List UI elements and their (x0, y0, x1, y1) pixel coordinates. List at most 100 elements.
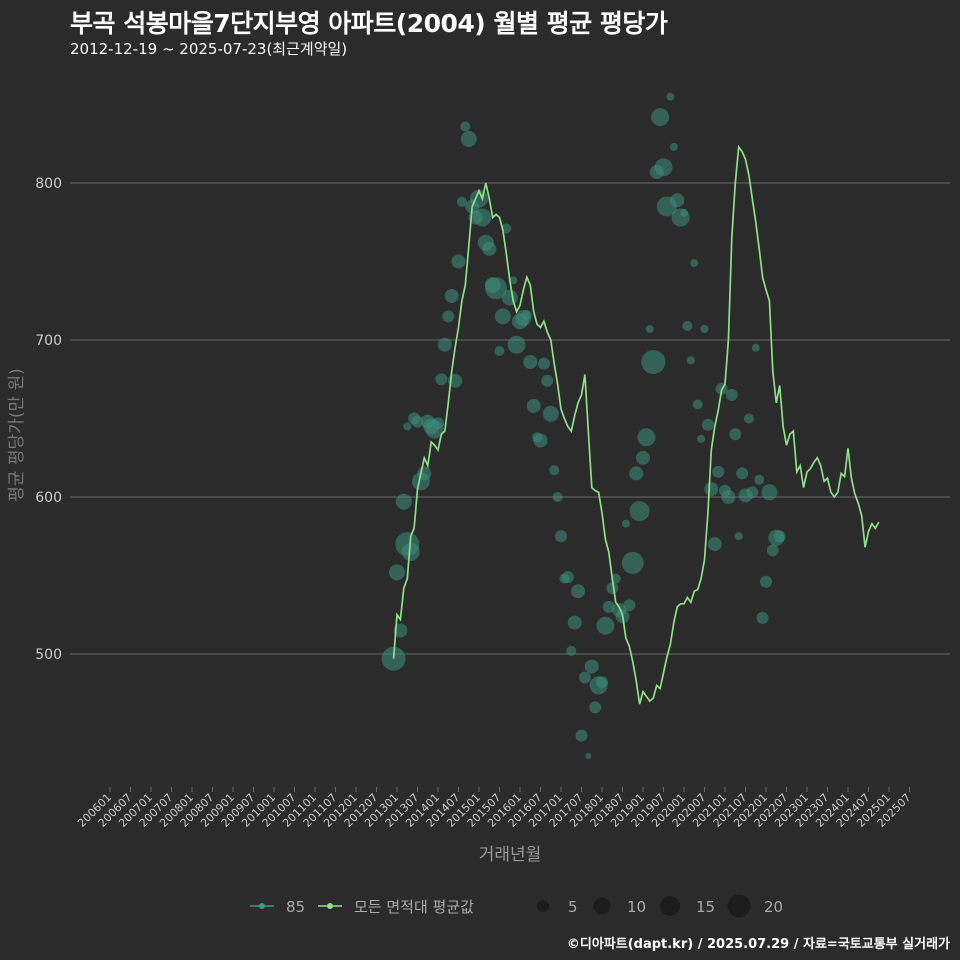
scatter-point-21 (456, 196, 467, 207)
y-tick-500: 500 (35, 647, 62, 663)
scatter-point-44 (533, 433, 548, 448)
scatter-point-15 (435, 373, 448, 386)
scatter-point-57 (578, 671, 591, 684)
scatter-point-99 (721, 490, 736, 504)
scatter-point-29 (482, 241, 497, 256)
y-tick-700: 700 (35, 333, 62, 349)
scatter-point-88 (686, 356, 695, 365)
legend-size-10 (593, 897, 611, 915)
scatter-point-20 (451, 254, 466, 269)
scatter-point-110 (760, 575, 772, 588)
scatter-point-91 (697, 434, 706, 443)
scatter-point-86 (680, 208, 688, 217)
legend: 85 모든 면적대 평균값 5 10 15 20 (250, 894, 783, 918)
scatter-point-109 (756, 611, 769, 624)
scatter-point-63 (596, 616, 615, 635)
scatter-point-22 (460, 121, 471, 132)
scatter-point-114 (773, 530, 786, 543)
scatter-point-84 (670, 193, 685, 208)
scatter-point-106 (746, 486, 759, 499)
scatter-point-64 (602, 600, 615, 613)
scatter-point-87 (682, 320, 693, 331)
scatter-point-40 (521, 309, 532, 320)
scatter-point-108 (754, 474, 765, 485)
scatter-point-74 (636, 450, 650, 465)
legend-size-label-5: 5 (568, 898, 578, 916)
scatter-point-83 (669, 142, 678, 151)
scatter-point-93 (701, 418, 714, 431)
scatter-point-35 (501, 289, 518, 306)
legend-size-label-20: 20 (764, 898, 783, 916)
scatter-point-62 (596, 676, 608, 689)
scatter-point-111 (761, 484, 778, 501)
scatter-point-76 (645, 325, 654, 333)
scatter-point-47 (542, 405, 559, 422)
scatter-point-53 (566, 645, 577, 656)
scatter-point-105 (743, 413, 754, 424)
scatter-point-75 (637, 428, 656, 447)
scatter-point-56 (575, 729, 588, 742)
scatter-point-95 (707, 537, 722, 552)
scatter-point-102 (734, 532, 743, 541)
legend-size-20 (727, 894, 751, 918)
scatter-point-33 (494, 308, 511, 325)
scatter-point-59 (584, 659, 599, 674)
scatter-point-65 (606, 582, 619, 595)
scatter-point-41 (523, 355, 538, 369)
scatter-point-32 (494, 346, 505, 356)
scatter-point-92 (700, 325, 709, 333)
scatter-point-48 (549, 465, 560, 476)
chart-subtitle: 2012-12-19 ~ 2025-07-23(최근계약일) (70, 40, 348, 58)
scatter-point-42 (526, 398, 541, 413)
scatter-point-5 (401, 543, 420, 561)
scatter-point-8 (411, 415, 424, 428)
scatter-point-94 (704, 482, 719, 497)
scatter-point-71 (621, 551, 644, 574)
scatter-point-6 (403, 422, 412, 431)
scatter-point-79 (651, 108, 670, 127)
scatter-point-36 (509, 276, 518, 285)
legend-size-5 (537, 900, 549, 912)
scatter-point-58 (585, 753, 592, 759)
scatter-point-69 (621, 519, 630, 528)
footer-credit: ©디아파트(dapt.kr) / 2025.07.29 / 자료=국토교통부 실… (566, 937, 950, 952)
scatter-point-55 (571, 584, 586, 599)
scatter-point-112 (766, 544, 779, 557)
scatter-point-89 (690, 259, 699, 268)
scatter-point-50 (555, 530, 567, 543)
scatter-point-27 (473, 208, 492, 227)
scatter-point-60 (589, 701, 602, 714)
y-tick-800: 800 (35, 176, 62, 192)
legend-size-label-15: 15 (696, 898, 715, 916)
legend-avg-label: 모든 면적대 평균값 (354, 898, 474, 916)
scatter-point-70 (623, 599, 636, 612)
y-axis-label: 평균 평당가(만 원) (7, 368, 27, 502)
chart-title: 부곡 석봉마을7단지부영 아파트(2004) 월별 평균 평당가 (70, 9, 668, 38)
x-tick-labels: 2006012006072007012007072008012008072009… (75, 787, 914, 830)
legend-size-15 (660, 896, 680, 916)
scatter-point-82 (666, 92, 675, 101)
y-tick-labels: 500 600 700 800 (35, 176, 62, 663)
scatter-point-103 (736, 467, 749, 480)
scatter-point-17 (442, 310, 455, 323)
scatter-point-52 (561, 571, 574, 584)
scatter-point-16 (437, 337, 452, 352)
scatter-point-107 (751, 343, 760, 352)
scatter-point-77 (641, 350, 666, 374)
legend-85-label: 85 (286, 898, 305, 916)
scatter-point-3 (395, 493, 412, 510)
legend-size-label-10: 10 (627, 898, 646, 916)
scatter-point-18 (444, 289, 459, 303)
y-tick-600: 600 (35, 490, 62, 506)
scatter-point-46 (541, 374, 554, 387)
average-line (392, 144, 880, 705)
scatter-point-100 (725, 388, 738, 401)
scatter-point-31 (485, 277, 508, 300)
scatter-point-45 (537, 357, 550, 370)
scatter-point-54 (567, 615, 582, 630)
scatter-point-72 (629, 466, 644, 481)
grid-lines (70, 182, 950, 655)
x-axis-label: 거래년월 (479, 845, 542, 865)
scatter-points (381, 92, 786, 759)
